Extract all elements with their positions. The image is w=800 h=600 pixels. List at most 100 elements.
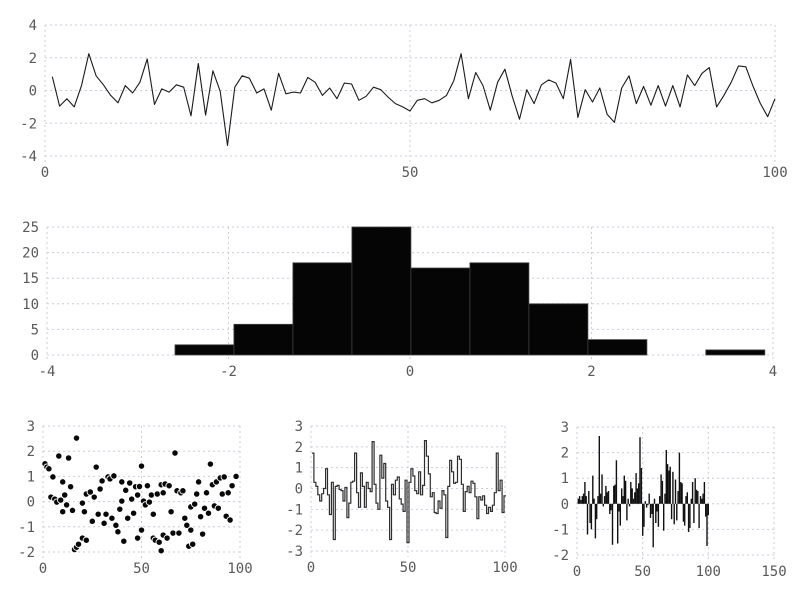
scatter-point xyxy=(114,528,122,536)
step-series-line xyxy=(312,440,506,544)
histogram-chart: 0 5 10 15 20 25 -4 -2 0 2 4 xyxy=(22,220,777,380)
scatter-point xyxy=(194,478,203,486)
scatter-point xyxy=(147,491,156,499)
scatter-point xyxy=(124,514,132,522)
scatter-point xyxy=(78,499,87,507)
scatter-point xyxy=(64,454,73,462)
scatter-point xyxy=(86,488,94,496)
x-tick-label: -2 xyxy=(220,364,237,380)
scatter-point xyxy=(167,508,175,516)
scatter-point xyxy=(100,519,108,527)
scatter-point xyxy=(214,504,222,512)
scatter-point xyxy=(224,489,232,497)
scatter-point xyxy=(191,500,199,508)
histogram-bar xyxy=(292,262,353,356)
scatter-point xyxy=(169,529,177,537)
y-tick-label: 25 xyxy=(22,220,39,236)
scatter-point xyxy=(98,477,106,485)
scatter-point xyxy=(82,536,90,544)
y-tick-label: -2 xyxy=(18,545,35,561)
scatter-point xyxy=(126,479,134,487)
histogram-bar xyxy=(528,303,589,356)
scatter-point xyxy=(226,516,234,524)
scatter-point xyxy=(72,434,81,442)
x-tick-label: 0 xyxy=(573,564,581,580)
y-tick-label: -2 xyxy=(286,523,303,539)
noise-line-tick-labels: -4 -2 0 2 4 0 50 100 xyxy=(20,18,788,181)
histogram-bars xyxy=(174,226,766,356)
scatter-point xyxy=(62,501,71,509)
scatter-point xyxy=(45,465,53,473)
scatter-chart: -2 -1 0 1 2 3 0 50 100 xyxy=(18,419,253,577)
histogram-bar xyxy=(233,323,294,356)
scatter-point xyxy=(137,526,146,534)
histogram-tick-labels: 0 5 10 15 20 25 -4 -2 0 2 4 xyxy=(22,220,777,380)
x-tick-label: 50 xyxy=(634,564,651,580)
y-tick-label: 5 xyxy=(31,322,39,338)
y-tick-label: 0 xyxy=(561,497,569,513)
y-tick-label: 10 xyxy=(22,297,39,313)
x-tick-label: 0 xyxy=(307,560,315,576)
scatter-point xyxy=(133,491,142,499)
scatter-point xyxy=(204,509,213,517)
scatter-point xyxy=(228,482,236,490)
scatter-point xyxy=(171,449,179,457)
scatter-point xyxy=(92,463,100,471)
x-tick-label: 50 xyxy=(402,165,419,181)
scatter-point xyxy=(110,472,118,480)
scatter-point xyxy=(157,547,165,555)
y-tick-label: 0 xyxy=(295,482,303,498)
x-tick-label: -4 xyxy=(39,364,56,380)
scatter-point xyxy=(218,490,226,498)
step-grid xyxy=(310,425,506,557)
y-tick-label: 0 xyxy=(27,495,35,511)
y-tick-label: 0 xyxy=(29,84,37,100)
scatter-point xyxy=(159,489,167,497)
y-tick-label: -3 xyxy=(286,544,303,560)
scatter-point xyxy=(128,495,136,503)
y-tick-label: 1 xyxy=(561,471,569,487)
x-tick-label: 0 xyxy=(39,561,47,577)
y-tick-label: 20 xyxy=(22,246,39,262)
scatter-points xyxy=(41,434,240,555)
y-tick-label: -1 xyxy=(552,522,569,538)
scatter-point xyxy=(120,537,128,545)
histogram-bar xyxy=(705,349,766,356)
scatter-point xyxy=(200,504,209,512)
y-tick-label: 2 xyxy=(27,444,35,460)
y-tick-label: 2 xyxy=(561,446,569,462)
scatter-point xyxy=(137,462,146,470)
scatter-point xyxy=(90,493,98,501)
scatter-point xyxy=(220,473,228,481)
scatter-point xyxy=(175,529,183,537)
noise-series-line xyxy=(51,53,776,146)
impulse-lines xyxy=(577,436,709,548)
scatter-point xyxy=(183,521,191,529)
y-tick-label: -2 xyxy=(20,116,37,132)
scatter-point xyxy=(232,472,240,481)
histogram-grid xyxy=(46,226,774,361)
step-chart: -3 -2 -1 0 1 2 3 0 50 100 xyxy=(286,419,518,576)
impulse-chart: -2 -1 0 1 2 3 0 50 100 150 xyxy=(552,420,787,580)
scatter-point xyxy=(153,490,161,498)
noise-line-chart: -4 -2 0 2 4 0 50 100 xyxy=(20,18,788,181)
scatter-point xyxy=(198,530,207,538)
y-tick-label: 1 xyxy=(295,461,303,477)
x-tick-label: 100 xyxy=(762,165,787,181)
x-tick-label: 50 xyxy=(133,561,150,577)
scatter-point xyxy=(145,498,154,506)
y-tick-label: 3 xyxy=(295,419,303,435)
y-tick-label: 2 xyxy=(29,51,37,67)
scatter-point xyxy=(59,508,67,516)
x-tick-label: 4 xyxy=(769,364,777,380)
scatter-point xyxy=(102,510,110,518)
scatter-point xyxy=(61,491,69,499)
histogram-bar xyxy=(174,344,235,356)
scatter-point xyxy=(112,521,120,529)
scatter-point xyxy=(74,540,83,548)
scatter-point xyxy=(96,485,104,493)
scatter-point xyxy=(193,490,201,498)
x-tick-label: 100 xyxy=(227,561,252,577)
